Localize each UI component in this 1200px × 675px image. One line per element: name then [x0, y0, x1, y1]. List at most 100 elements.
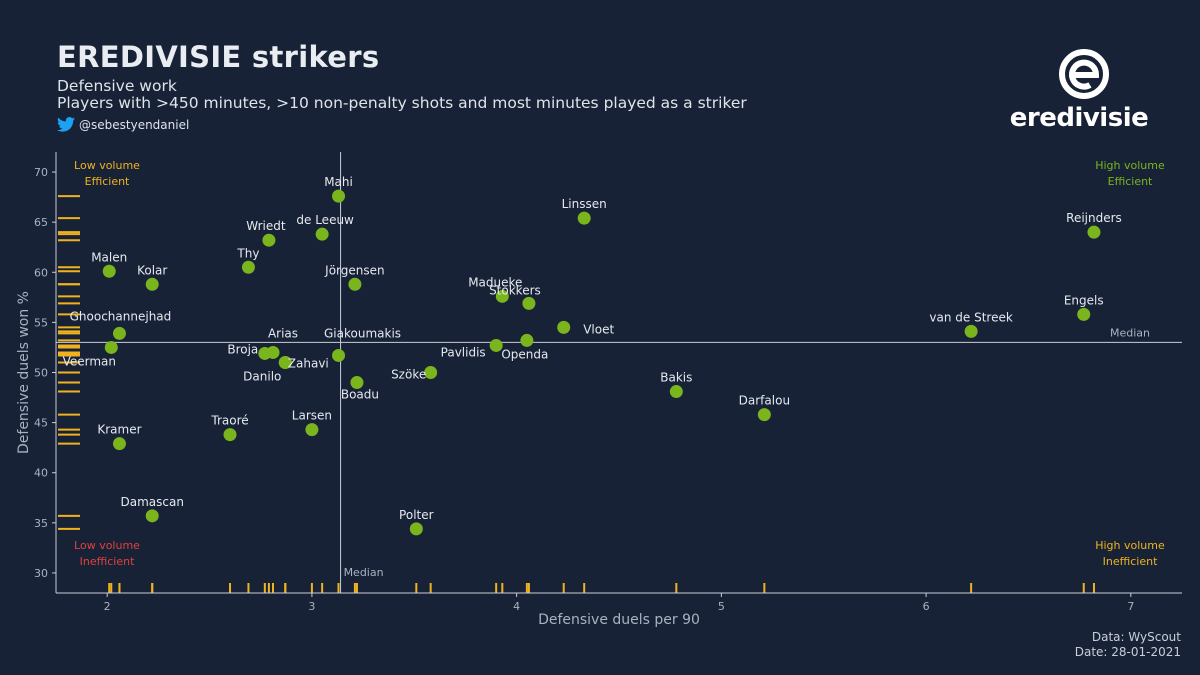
data-point-boadu — [350, 376, 364, 390]
quadrant-label-bottom_right-line1: High volume — [1095, 539, 1165, 552]
data-point-mahi — [332, 189, 346, 203]
data-label: Wriedt — [246, 219, 286, 233]
data-point-de-leeuw — [315, 227, 329, 241]
y-tick-label: 35 — [34, 517, 48, 530]
footer-date: Date: 28-01-2021 — [1074, 645, 1181, 659]
data-point-broja — [258, 346, 272, 360]
data-label: Szöke — [391, 368, 426, 382]
y-tick-label: 55 — [34, 316, 48, 329]
data-label: Thy — [236, 246, 259, 260]
data-label: Damascan — [120, 495, 183, 509]
quadrant-label-top_left-line1: Low volume — [74, 159, 140, 172]
data-label: Malen — [91, 250, 127, 264]
chart-title: EREDIVISIE strikers — [57, 40, 380, 74]
x-tick-label: 3 — [308, 600, 315, 613]
y-tick-label: 40 — [34, 467, 48, 480]
data-label: Mahi — [324, 175, 353, 189]
data-point-thy — [241, 260, 255, 274]
footer-source: Data: WyScout — [1091, 630, 1181, 644]
data-label: Danilo — [243, 369, 281, 383]
x-axis-title: Defensive duels per 90 — [538, 612, 700, 628]
quadrant-label-top_right-line2: Efficient — [1108, 175, 1153, 188]
data-label: Boadu — [341, 388, 379, 402]
data-point-polter — [409, 522, 423, 536]
data-label: Vloet — [583, 322, 614, 336]
chart-subtitle: Defensive work Players with >450 minutes… — [57, 78, 747, 112]
data-label: Larsen — [292, 409, 332, 423]
eredivisie-wordmark: eredivisie — [1009, 103, 1149, 133]
data-point-j-rgensen — [348, 277, 362, 291]
data-label: Veerman — [63, 354, 116, 368]
data-label: Kramer — [97, 423, 141, 437]
data-label: Polter — [399, 508, 434, 522]
quadrant-label-top_right-line1: High volume — [1095, 159, 1165, 172]
author-handle: @sebestyendaniel — [57, 117, 189, 132]
y-axis-title: Defensive duels won % — [16, 291, 32, 454]
quadrant-label-top_left-line2: Efficient — [85, 175, 130, 188]
data-point-stokkers — [522, 296, 536, 310]
y-tick-label: 70 — [34, 166, 48, 179]
data-point-reijnders — [1087, 225, 1101, 239]
x-tick-label: 5 — [718, 600, 725, 613]
data-point-veerman — [104, 340, 118, 354]
data-point-ghoochannejhad — [112, 326, 126, 340]
data-label: Engels — [1064, 293, 1104, 307]
data-label: Arias — [268, 326, 298, 340]
quadrant-label-bottom_left-line2: Inefficient — [80, 555, 135, 568]
data-point-darfalou — [757, 408, 771, 422]
data-point-malen — [102, 264, 116, 278]
data-point-vloet — [557, 320, 571, 334]
data-point-sz-ke — [424, 366, 438, 379]
quadrant-label-bottom_right-line2: Inefficient — [1103, 555, 1158, 568]
y-tick-label: 30 — [34, 567, 48, 580]
data-label: Reijnders — [1066, 211, 1122, 225]
data-label: Traoré — [210, 414, 248, 428]
data-point-engels — [1077, 307, 1091, 321]
data-point-wriedt — [262, 233, 276, 247]
data-label: Jörgensen — [324, 263, 384, 277]
data-point-kramer — [112, 437, 126, 451]
y-tick-label: 45 — [34, 417, 48, 430]
data-point-bakis — [669, 385, 683, 399]
data-label: Broja — [227, 342, 258, 356]
data-label: Zahavi — [288, 356, 329, 370]
x-tick-label: 6 — [923, 600, 930, 613]
data-point-van-de-streek — [964, 324, 978, 338]
data-point-linssen — [577, 211, 591, 225]
data-point-danilo — [278, 355, 292, 369]
data-label: de Leeuw — [296, 213, 354, 227]
data-label: Kolar — [137, 263, 167, 277]
y-tick-label: 60 — [34, 266, 48, 279]
data-label: Stokkers — [489, 283, 541, 297]
data-point-kolar — [145, 277, 159, 291]
data-point-madueke — [495, 289, 509, 303]
median-y-label: Median — [1110, 326, 1150, 339]
data-point-openda — [520, 333, 534, 347]
subtitle-line-2: Players with >450 minutes, >10 non-penal… — [57, 94, 747, 112]
data-label: Linssen — [562, 197, 607, 211]
data-label: van de Streek — [929, 310, 1012, 324]
quadrant-label-bottom_left-line1: Low volume — [74, 539, 140, 552]
data-label: Madueke — [468, 275, 522, 289]
data-point-larsen — [305, 423, 319, 437]
eredivisie-logo: eredivisie — [1006, 48, 1152, 136]
x-tick-label: 4 — [513, 600, 520, 613]
y-tick-label: 65 — [34, 216, 48, 229]
x-tick-label: 2 — [104, 600, 111, 613]
data-label: Openda — [501, 347, 548, 361]
data-point-damascan — [145, 509, 159, 523]
subtitle-line-1: Defensive work — [57, 77, 177, 95]
data-label: Ghoochannejhad — [70, 309, 172, 323]
data-label: Pavlidis — [441, 345, 486, 359]
data-point-traor- — [223, 428, 237, 442]
data-point-pavlidis — [489, 338, 503, 352]
data-point-giakoumakis — [332, 348, 346, 362]
data-label: Giakoumakis — [324, 326, 401, 340]
median-x-label: Median — [344, 566, 384, 579]
handle-text: @sebestyendaniel — [79, 117, 190, 132]
x-tick-label: 7 — [1127, 600, 1134, 613]
twitter-bird-icon — [57, 117, 75, 132]
data-label: Darfalou — [739, 394, 790, 408]
data-label: Bakis — [660, 371, 692, 385]
